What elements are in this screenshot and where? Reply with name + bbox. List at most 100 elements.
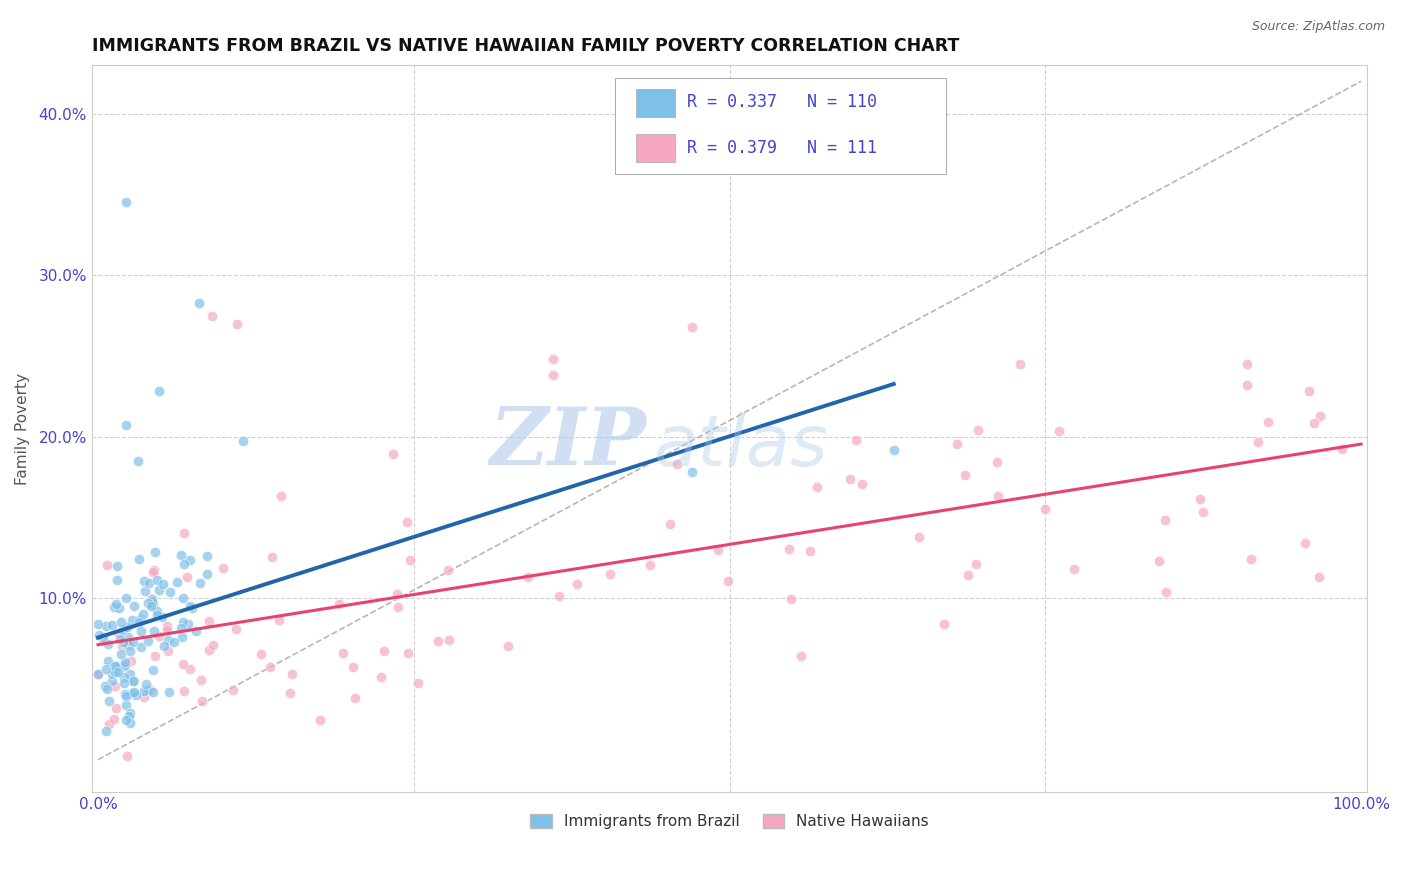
Point xyxy=(706,542,728,557)
Point xyxy=(122,685,145,699)
Point xyxy=(146,608,169,623)
Point xyxy=(132,684,155,698)
Point xyxy=(197,643,219,657)
Point xyxy=(1294,536,1316,550)
Point xyxy=(845,433,868,447)
Point xyxy=(437,632,460,647)
Point xyxy=(173,683,195,698)
Point xyxy=(1047,424,1070,438)
Point xyxy=(121,613,143,627)
Point xyxy=(121,635,143,649)
Point xyxy=(373,643,395,657)
Point xyxy=(211,561,233,575)
Point xyxy=(166,574,188,589)
Point xyxy=(129,624,152,638)
Point xyxy=(129,640,152,655)
Point xyxy=(114,195,136,210)
Point xyxy=(94,679,117,693)
Point xyxy=(115,690,138,704)
Point xyxy=(344,691,367,706)
Point xyxy=(122,674,145,689)
Text: Source: ZipAtlas.com: Source: ZipAtlas.com xyxy=(1251,20,1385,33)
Bar xyxy=(637,89,675,117)
Point xyxy=(779,592,801,607)
Point xyxy=(548,589,571,603)
Point xyxy=(107,665,129,679)
Point xyxy=(128,615,150,629)
Point xyxy=(395,515,418,529)
Point xyxy=(281,667,304,681)
Point xyxy=(103,712,125,726)
Point xyxy=(201,309,224,323)
Point xyxy=(101,667,124,681)
Point xyxy=(139,682,162,697)
Point xyxy=(1154,585,1177,599)
Point xyxy=(198,614,221,628)
Text: R = 0.379   N = 111: R = 0.379 N = 111 xyxy=(688,139,877,157)
Point xyxy=(128,551,150,566)
Point xyxy=(172,591,194,605)
Point xyxy=(1033,502,1056,516)
Point xyxy=(806,480,828,494)
Point xyxy=(195,549,218,563)
Point xyxy=(665,457,688,471)
Point xyxy=(270,489,292,503)
Point xyxy=(114,698,136,713)
Point xyxy=(105,573,128,587)
Point xyxy=(141,599,163,613)
Point xyxy=(599,566,621,581)
Point xyxy=(908,530,931,544)
Point xyxy=(97,654,120,668)
Point xyxy=(142,663,165,677)
Point xyxy=(1303,416,1326,430)
Point xyxy=(87,616,110,631)
Point xyxy=(118,644,141,658)
Point xyxy=(946,436,969,450)
Point xyxy=(94,618,117,632)
Point xyxy=(112,675,135,690)
Point xyxy=(143,545,166,559)
Point xyxy=(104,679,127,693)
Point xyxy=(128,612,150,626)
Point xyxy=(110,632,132,647)
Bar xyxy=(637,134,675,161)
Point xyxy=(839,471,862,485)
Point xyxy=(190,673,212,687)
Point xyxy=(156,643,179,657)
Point xyxy=(115,749,138,764)
Point xyxy=(179,662,201,676)
Point xyxy=(105,597,128,611)
Point xyxy=(516,569,538,583)
Point xyxy=(195,566,218,581)
Point xyxy=(136,597,159,611)
Point xyxy=(267,613,290,627)
Text: IMMIGRANTS FROM BRAZIL VS NATIVE HAWAIIAN FAMILY POVERTY CORRELATION CHART: IMMIGRANTS FROM BRAZIL VS NATIVE HAWAIIA… xyxy=(91,37,959,55)
Point xyxy=(1063,561,1085,575)
Point xyxy=(157,632,180,647)
Point xyxy=(1331,442,1354,456)
Point xyxy=(134,574,156,589)
Point xyxy=(681,465,703,479)
Point xyxy=(96,558,118,572)
Point xyxy=(1309,409,1331,424)
Point xyxy=(965,557,987,571)
Point xyxy=(717,574,740,588)
Point xyxy=(148,384,170,399)
Point xyxy=(1298,384,1320,398)
Point xyxy=(120,667,142,681)
Point xyxy=(177,617,200,632)
Point xyxy=(142,624,165,639)
Point xyxy=(115,657,138,671)
Point xyxy=(173,558,195,572)
Point xyxy=(778,541,800,556)
Point xyxy=(118,708,141,723)
Point xyxy=(953,467,976,482)
Point xyxy=(120,654,142,668)
Point xyxy=(87,666,110,681)
Point xyxy=(115,620,138,634)
Point xyxy=(117,630,139,644)
Point xyxy=(370,670,392,684)
Text: atlas: atlas xyxy=(652,412,828,482)
Legend: Immigrants from Brazil, Native Hawaiians: Immigrants from Brazil, Native Hawaiians xyxy=(524,807,935,835)
Point xyxy=(124,673,146,688)
